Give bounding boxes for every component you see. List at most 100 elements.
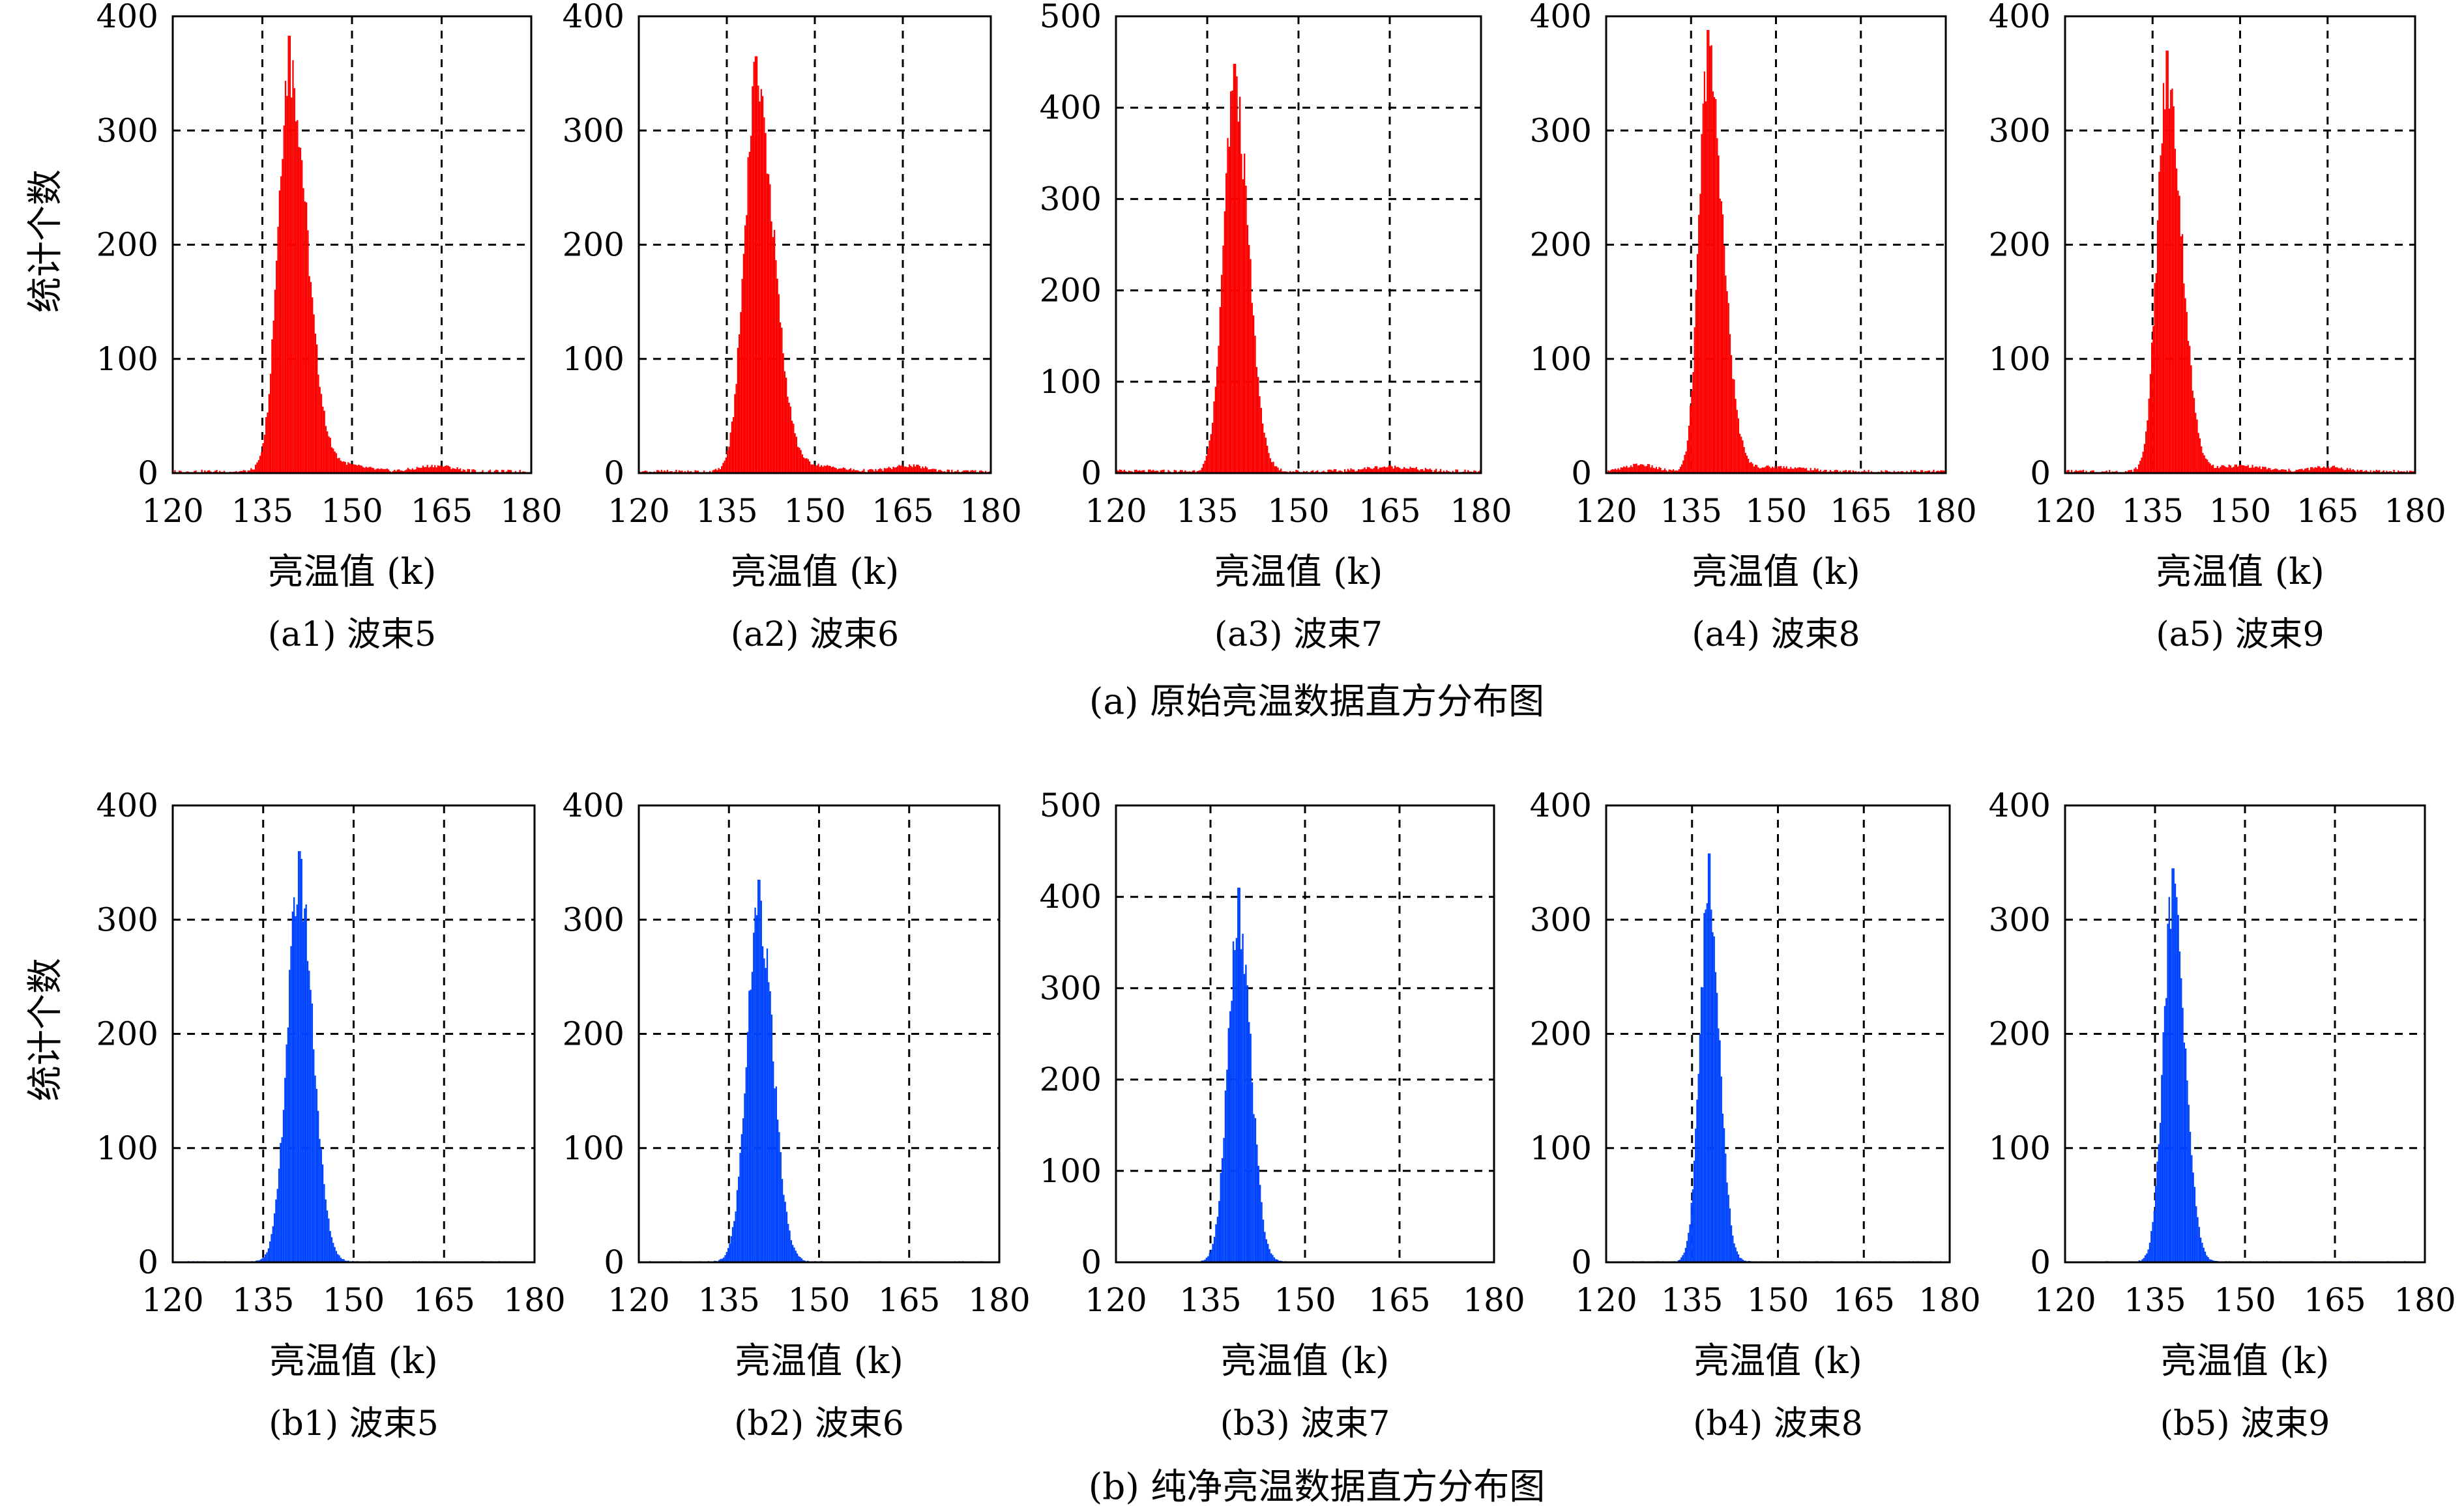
histogram-bar bbox=[810, 464, 812, 473]
x-tick-label: 165 bbox=[1368, 1281, 1430, 1319]
histogram-bar bbox=[1262, 1219, 1265, 1262]
histogram-bar bbox=[809, 461, 811, 473]
histogram-bar bbox=[244, 470, 246, 473]
histogram-bar bbox=[1777, 466, 1779, 473]
histogram-bar bbox=[413, 469, 415, 473]
x-axis-label: 亮温值 (k) bbox=[1214, 551, 1383, 592]
histogram-bar bbox=[742, 1118, 744, 1262]
x-axis-label: 亮温值 (k) bbox=[735, 1340, 903, 1382]
histogram-bar bbox=[297, 120, 299, 473]
histogram-bar bbox=[375, 469, 377, 473]
histogram-bar bbox=[2307, 467, 2309, 473]
histogram-bar bbox=[2256, 466, 2258, 473]
histogram-bar bbox=[1246, 225, 1248, 473]
histogram-bar bbox=[1251, 1082, 1254, 1262]
histogram-bar bbox=[1791, 469, 1793, 473]
histogram-bar bbox=[1739, 1257, 1741, 1262]
histogram-bar bbox=[821, 465, 823, 473]
histogram-bar bbox=[799, 1257, 801, 1262]
histogram-bar bbox=[340, 1257, 342, 1262]
histogram-bar bbox=[1794, 467, 1796, 473]
histogram-bar bbox=[739, 334, 741, 473]
histogram-bar bbox=[275, 1199, 277, 1262]
x-axis-label: 亮温值 (k) bbox=[2156, 551, 2325, 592]
histogram-bar bbox=[829, 465, 831, 473]
histogram-bar bbox=[440, 465, 442, 473]
histogram-bar bbox=[1382, 467, 1384, 473]
histogram-bar bbox=[1868, 469, 1870, 473]
histogram-bar bbox=[289, 970, 291, 1262]
histogram-bar bbox=[848, 469, 850, 473]
histogram-bar bbox=[311, 1003, 314, 1262]
histogram-bar bbox=[2306, 468, 2308, 473]
histogram-bar bbox=[381, 469, 384, 473]
histogram-bar bbox=[1697, 1073, 1699, 1262]
x-tick-label: 180 bbox=[968, 1281, 1030, 1319]
histogram-bar bbox=[2253, 467, 2255, 473]
histogram-bar bbox=[1744, 452, 1746, 473]
histogram-bar bbox=[1353, 469, 1355, 473]
histogram-bar bbox=[806, 458, 808, 473]
histogram-bar bbox=[897, 466, 899, 473]
histogram-bar bbox=[395, 471, 397, 473]
histogram-bar bbox=[973, 471, 975, 473]
group-caption-a: (a) 原始亮温数据直方分布图 bbox=[1089, 680, 1544, 722]
histogram-bar bbox=[920, 468, 922, 473]
histogram-bar bbox=[1269, 458, 1271, 473]
histogram-bar bbox=[1344, 469, 1346, 473]
histogram-bar bbox=[302, 921, 304, 1262]
histogram-bar bbox=[2241, 465, 2243, 473]
x-tick-label: 135 bbox=[231, 492, 293, 530]
histogram-bar bbox=[2199, 438, 2201, 473]
histogram-bar bbox=[404, 470, 406, 473]
x-tick-label: 180 bbox=[2384, 492, 2446, 530]
histogram-bar bbox=[240, 471, 242, 473]
histogram-bar bbox=[957, 469, 959, 473]
histogram-bar bbox=[274, 289, 276, 473]
histogram-bar bbox=[834, 467, 836, 473]
histogram-panel: 0 100 200 300 400 120 135 150 165 180 亮温值 (k) (a5) … bbox=[1989, 0, 2446, 654]
histogram-bar bbox=[1684, 455, 1686, 473]
histogram-bar bbox=[1280, 469, 1282, 473]
histogram-bar bbox=[747, 157, 749, 474]
histogram-bar bbox=[815, 466, 817, 473]
histogram-bar bbox=[1330, 469, 1332, 473]
histogram-bar bbox=[214, 471, 216, 473]
histogram-bar bbox=[1184, 470, 1186, 473]
y-tick-label: 0 bbox=[1571, 454, 1592, 492]
histogram-bar bbox=[768, 174, 770, 473]
histogram-bar bbox=[766, 948, 769, 1262]
histogram-bar bbox=[816, 465, 818, 473]
histogram-bar bbox=[1383, 466, 1385, 473]
histogram-bar bbox=[282, 159, 284, 473]
histogram-bar bbox=[765, 968, 767, 1262]
histogram-bar bbox=[2192, 1172, 2194, 1262]
histogram-bar bbox=[724, 460, 726, 473]
histogram-bar bbox=[2210, 465, 2212, 473]
histogram-bar bbox=[1675, 470, 1677, 473]
histogram-bar bbox=[798, 1256, 800, 1262]
histogram-bar bbox=[207, 471, 209, 473]
histogram-bar bbox=[2311, 467, 2313, 473]
histogram-bar bbox=[305, 904, 307, 1262]
histogram-bar bbox=[870, 469, 872, 473]
histogram-bar bbox=[903, 467, 905, 473]
histogram-bar bbox=[1906, 471, 1908, 473]
histogram-bar bbox=[1248, 1022, 1250, 1262]
histogram-bar bbox=[963, 470, 965, 473]
panel-caption: (a1) 波束5 bbox=[268, 615, 436, 654]
histogram-bar bbox=[271, 339, 273, 473]
histogram-bar bbox=[1725, 1153, 1727, 1262]
histogram-bar bbox=[2142, 452, 2144, 473]
histogram-bar bbox=[1367, 467, 1369, 473]
y-tick-label: 200 bbox=[96, 1015, 158, 1053]
histogram-bar bbox=[923, 468, 925, 473]
histogram-bar bbox=[328, 1218, 330, 1262]
histogram-bar bbox=[2171, 88, 2173, 473]
histogram-bar bbox=[1435, 469, 1437, 473]
histogram-bar bbox=[388, 469, 390, 473]
histogram-bar bbox=[753, 61, 755, 473]
histogram-bar bbox=[1718, 155, 1720, 473]
histogram-bar bbox=[424, 467, 426, 473]
histogram-bar bbox=[795, 1251, 797, 1262]
